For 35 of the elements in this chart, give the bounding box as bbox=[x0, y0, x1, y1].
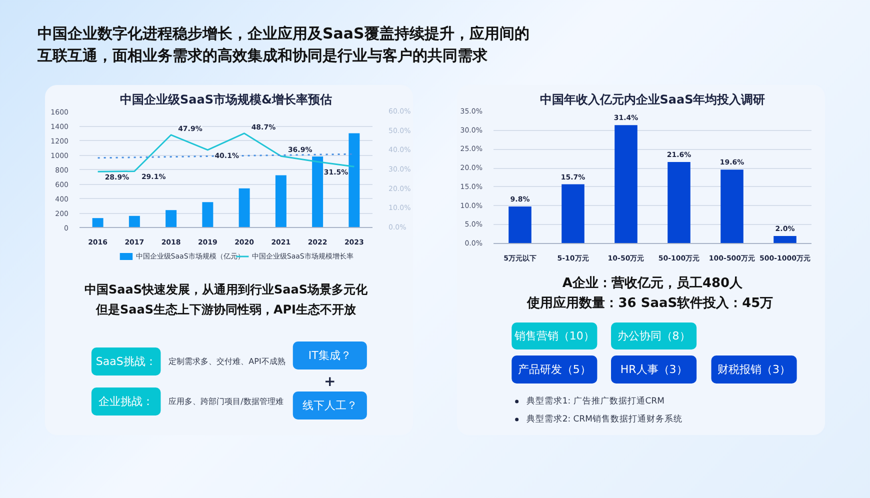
bar bbox=[508, 206, 532, 244]
text: 使用应用数量：36 SaaS软件投入：45万 bbox=[526, 295, 774, 311]
text: 企业挑战： bbox=[98, 395, 154, 408]
text: 办公协同（8） bbox=[617, 330, 690, 342]
bar bbox=[614, 125, 638, 244]
text: 销售营销（10） bbox=[513, 330, 594, 342]
bar bbox=[774, 236, 796, 244]
text: 但是SaaS生态上下游协同性弱，API生态不开放 bbox=[94, 302, 358, 316]
text: 线下人工？ bbox=[302, 399, 358, 412]
bar bbox=[720, 170, 744, 244]
text: SaaS挑战： bbox=[96, 355, 156, 368]
bar bbox=[166, 210, 177, 228]
text: 定制需求多、交付难、API不成熟 bbox=[168, 357, 286, 366]
text: HR人事（3） bbox=[620, 363, 688, 376]
text: 产品研发（5） bbox=[518, 363, 591, 376]
bar bbox=[348, 133, 360, 228]
bar bbox=[312, 156, 324, 228]
text: 中国SaaS快速发展，从通用到行业SaaS场景多元化 bbox=[84, 282, 368, 296]
chart-title: 中国企业级SaaS市场规模&增长率预估 bbox=[120, 92, 332, 106]
chart-title: 中国年收入亿元内企业SaaS年均投入调研 bbox=[540, 92, 766, 106]
bar bbox=[128, 216, 140, 228]
text: 应用多、跨部门项目/数据管理难 bbox=[168, 397, 284, 406]
text: 中国企业数字化进程稳步增长，企业应用及SaaS覆盖持续提升，应用间的互联互通，面相业务需求的高效集成和协同是行业与客户的共同需求 bbox=[36, 24, 530, 64]
bar bbox=[202, 202, 214, 228]
text: A企业：营收亿元，员工480人 bbox=[562, 275, 744, 291]
text: + bbox=[324, 374, 336, 390]
bar bbox=[238, 188, 250, 228]
bar bbox=[668, 162, 690, 244]
text: 财税报销（3） bbox=[718, 363, 791, 376]
bar bbox=[562, 184, 584, 244]
text: 典型需求1: 广告推广数据打通CRM bbox=[526, 396, 664, 406]
bar bbox=[92, 218, 104, 228]
bar bbox=[275, 175, 286, 228]
text: 典型需求2: CRM销售数据打通财务系统 bbox=[526, 414, 682, 424]
text: IT集成？ bbox=[308, 349, 352, 362]
